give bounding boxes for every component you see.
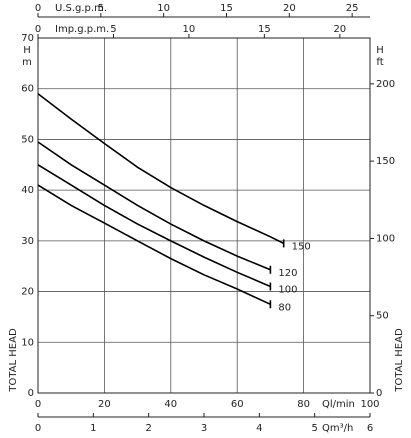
tick-label: 5 — [98, 3, 104, 14]
curve-label: 150 — [292, 241, 311, 252]
curve-label: 120 — [278, 268, 297, 279]
y-tick-label: 50 — [21, 134, 34, 145]
y-axis-label: H — [23, 45, 31, 56]
pump-curve — [37, 93, 285, 245]
y2-tick-label: 100 — [376, 233, 395, 244]
tick-label: 20 — [283, 3, 296, 14]
y2-tick-label: 150 — [376, 156, 395, 167]
y2-axis-title: TOTAL HEAD — [394, 328, 405, 393]
tick-label: 0 — [35, 3, 41, 14]
tick-label: 5 — [311, 423, 317, 434]
y-tick-label: 30 — [21, 236, 34, 247]
tick-label: 10 — [157, 3, 170, 14]
curve-label: 80 — [278, 302, 291, 313]
y-tick-label: 10 — [21, 337, 34, 348]
curve-label: 100 — [278, 285, 297, 296]
tick-label: 2 — [145, 423, 151, 434]
pump-curve — [37, 141, 271, 271]
m3h-axis-label: Qm³/h — [322, 423, 353, 434]
y-tick-label: 70 — [21, 33, 34, 44]
pump-curve — [37, 184, 271, 306]
tick-label: 1 — [90, 423, 96, 434]
y-tick-label: 20 — [21, 287, 34, 298]
tick-label: 25 — [346, 3, 359, 14]
us-gpm-axis-label: U.S.g.p.m. — [55, 3, 107, 14]
y2-tick-label: 0 — [376, 388, 382, 399]
x-axis-label: Ql/min — [322, 399, 355, 410]
plot-frame — [37, 37, 371, 394]
y-tick-label: 40 — [21, 185, 34, 196]
tick-label: 4 — [256, 423, 262, 434]
y2-axis-label: H — [376, 45, 384, 56]
y2-axis-unit: ft — [376, 57, 383, 68]
tick-label: 3 — [201, 423, 207, 434]
y-axis-unit: m — [22, 57, 32, 68]
y-axis-title: TOTAL HEAD — [8, 328, 19, 393]
tick-label: 5 — [110, 24, 116, 35]
imp-gpm-axis-label: Imp.g.p.m. — [55, 24, 109, 35]
tick-label: 0 — [35, 423, 41, 434]
x-tick-label: 100 — [360, 399, 379, 410]
y-tick-label: 60 — [21, 84, 34, 95]
tick-label: 0 — [35, 24, 41, 35]
tick-label: 10 — [183, 24, 196, 35]
x-tick-label: 0 — [35, 399, 41, 410]
x-tick-label: 80 — [297, 399, 310, 410]
x-tick-label: 40 — [164, 399, 177, 410]
y2-tick-label: 200 — [376, 79, 395, 90]
tick-label: 15 — [220, 3, 233, 14]
tick-label: 6 — [367, 423, 373, 434]
tick-label: 20 — [333, 24, 346, 35]
y-tick-label: 0 — [28, 388, 34, 399]
pump-curve — [37, 164, 271, 288]
tick-label: 15 — [258, 24, 271, 35]
x-tick-label: 60 — [231, 399, 244, 410]
y2-tick-label: 50 — [376, 311, 389, 322]
x-tick-label: 20 — [98, 399, 111, 410]
